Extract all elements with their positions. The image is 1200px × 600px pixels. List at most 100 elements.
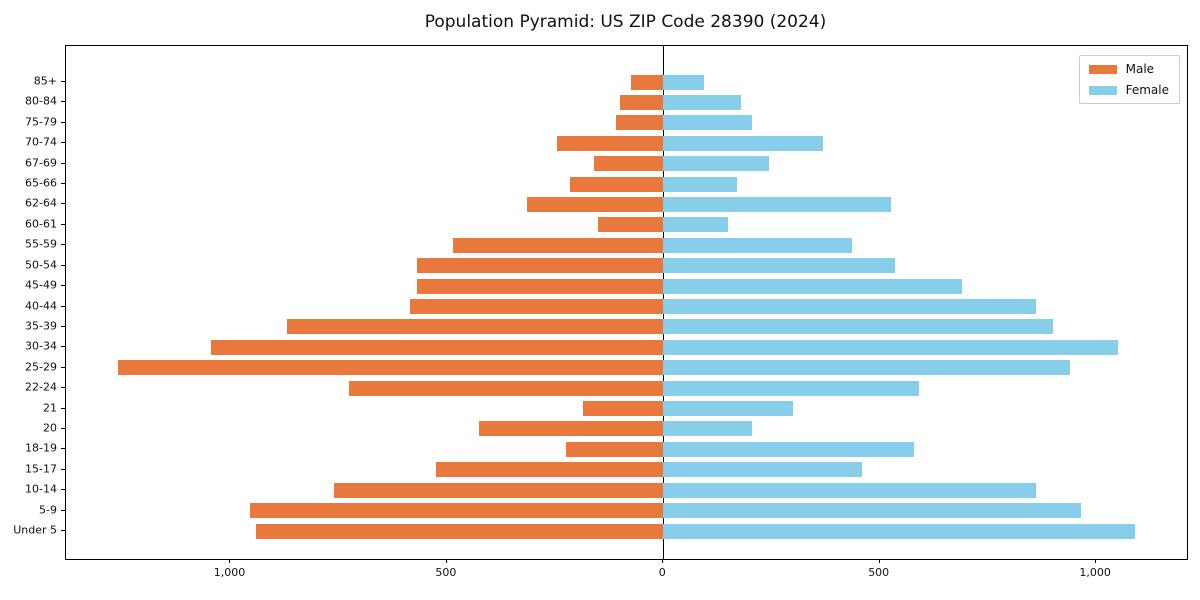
y-tick-mark — [61, 427, 65, 429]
female-legend-label: Female — [1125, 83, 1169, 97]
y-axis-label-65-66: 65-66 — [25, 176, 57, 190]
male-bar-15-17 — [436, 462, 664, 478]
y-tick-mark — [61, 81, 65, 82]
y-tick-mark — [61, 264, 65, 266]
y-axis-label-80-84: 80-84 — [25, 94, 57, 108]
y-axis-label-85+: 85+ — [33, 74, 57, 88]
y-axis-label-under-5: Under 5 — [13, 523, 57, 537]
chart-title: Population Pyramid: US ZIP Code 28390 (2… — [424, 12, 827, 32]
y-axis-label-25-29: 25-29 — [25, 360, 57, 374]
y-tick-mark — [61, 305, 65, 307]
female-bar-67-69 — [663, 156, 770, 172]
female-bar-70-74 — [663, 135, 824, 151]
y-tick-mark — [61, 387, 65, 389]
y-tick-mark — [61, 162, 65, 164]
male-bar-25-29 — [117, 360, 664, 376]
x-tick-mark — [229, 559, 231, 563]
y-tick-mark — [61, 509, 65, 511]
female-bar-35-39 — [663, 319, 1053, 335]
female-bar-60-61 — [663, 217, 729, 233]
y-tick-mark — [61, 142, 65, 144]
y-axis-label-62-64: 62-64 — [25, 196, 57, 210]
y-axis-label-15-17: 15-17 — [25, 462, 57, 476]
y-axis-label-22-24: 22-24 — [25, 380, 57, 394]
male-bar-67-69 — [594, 156, 664, 172]
y-axis-label-18-19: 18-19 — [25, 441, 57, 455]
female-bar-15-17 — [663, 462, 863, 478]
y-tick-mark — [61, 183, 65, 185]
male-bar-20 — [479, 421, 664, 437]
y-tick-mark — [61, 407, 65, 409]
legend-entry-male: Male — [1088, 63, 1169, 75]
male-bar-62-64 — [526, 196, 664, 212]
y-axis-label-55-59: 55-59 — [25, 237, 57, 251]
y-tick-mark — [61, 325, 65, 327]
male-bar-45-49 — [416, 278, 664, 294]
x-axis-tick-label: 0 — [658, 566, 666, 579]
legend: Male Female — [1078, 55, 1180, 104]
y-tick-mark — [61, 285, 65, 287]
y-axis-label-67-69: 67-69 — [25, 156, 57, 170]
female-bar-45-49 — [663, 278, 962, 294]
female-bar-under-5 — [663, 523, 1136, 539]
female-bar-22-24 — [663, 380, 919, 396]
male-bar-22-24 — [349, 380, 664, 396]
y-axis-label-5-9: 5-9 — [39, 503, 57, 517]
y-tick-mark — [61, 468, 65, 470]
female-bar-50-54 — [663, 258, 895, 274]
y-axis-label-70-74: 70-74 — [25, 135, 57, 149]
x-axis-tick-label: 500 — [868, 566, 890, 579]
x-axis-tick-label: 1,000 — [1079, 566, 1111, 579]
male-bar-65-66 — [570, 176, 664, 192]
y-axis-label-75-79: 75-79 — [25, 115, 57, 129]
male-bar-55-59 — [453, 237, 664, 253]
male-bar-35-39 — [286, 319, 664, 335]
male-bar-85+ — [630, 74, 664, 90]
y-axis-label-10-14: 10-14 — [25, 482, 57, 496]
male-bar-under-5 — [256, 523, 664, 539]
y-tick-mark — [61, 244, 65, 246]
x-tick-mark — [662, 559, 664, 563]
legend-entry-female: Female — [1088, 83, 1169, 97]
y-axis-label-40-44: 40-44 — [25, 299, 57, 312]
plot-area: Male Female — [65, 45, 1188, 560]
y-axis-label-60-61: 60-61 — [25, 217, 57, 231]
y-axis-label-35-39: 35-39 — [25, 319, 57, 333]
female-bar-10-14 — [663, 482, 1036, 498]
female-bar-21 — [663, 401, 794, 417]
female-bar-85+ — [663, 74, 705, 90]
female-bar-30-34 — [663, 339, 1118, 355]
y-axis-label-50-54: 50-54 — [25, 258, 57, 272]
female-bar-5-9 — [663, 503, 1081, 519]
y-axis-label-45-49: 45-49 — [25, 278, 57, 292]
zero-axis-line — [662, 46, 664, 559]
male-bar-80-84 — [620, 94, 664, 110]
male-bar-75-79 — [615, 115, 664, 131]
y-tick-mark — [61, 203, 65, 205]
x-tick-mark — [445, 559, 447, 563]
male-bar-5-9 — [249, 503, 664, 519]
y-tick-mark — [61, 346, 65, 348]
y-axis-label-21: 21 — [43, 401, 57, 415]
y-tick-mark — [61, 366, 65, 368]
y-tick-mark — [61, 530, 65, 531]
male-bar-21 — [583, 401, 664, 417]
male-legend-swatch — [1088, 64, 1117, 74]
y-tick-mark — [61, 101, 65, 103]
female-bar-75-79 — [663, 115, 752, 131]
female-bar-18-19 — [663, 441, 915, 457]
y-tick-mark — [61, 489, 65, 491]
female-bar-40-44 — [663, 299, 1036, 314]
male-bar-30-34 — [210, 339, 664, 355]
y-axis-label-30-34: 30-34 — [25, 339, 57, 353]
y-tick-mark — [61, 223, 65, 225]
x-axis-tick-label: 500 — [435, 566, 457, 579]
male-bar-40-44 — [410, 299, 664, 314]
male-bar-50-54 — [416, 258, 664, 274]
x-tick-mark — [1095, 559, 1097, 563]
female-bar-65-66 — [663, 176, 737, 192]
male-bar-18-19 — [565, 441, 664, 457]
male-bar-60-61 — [598, 217, 664, 233]
female-bar-62-64 — [663, 196, 891, 212]
x-axis-tick-label: 1,000 — [213, 566, 246, 579]
